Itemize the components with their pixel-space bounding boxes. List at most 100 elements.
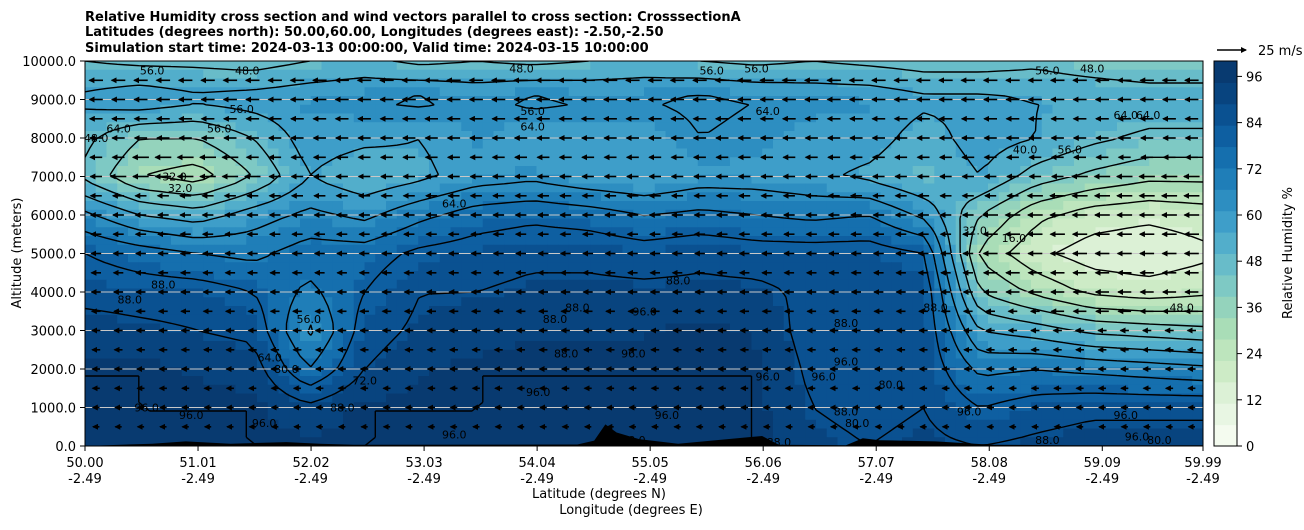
rh-cell: [902, 376, 913, 385]
rh-cell: [590, 157, 601, 166]
rh-cell: [1063, 227, 1074, 236]
rh-cell: [913, 385, 924, 394]
rh-cell: [1171, 157, 1182, 166]
rh-cell: [655, 394, 666, 403]
rh-cell: [709, 324, 720, 333]
rh-cell: [816, 105, 827, 114]
rh-cell: [440, 262, 451, 271]
rh-cell: [193, 332, 204, 341]
rh-cell: [730, 289, 741, 298]
rh-cell: [1128, 166, 1139, 175]
rh-cell: [343, 192, 354, 201]
rh-cell: [483, 105, 494, 114]
rh-cell: [257, 315, 268, 324]
rh-cell: [848, 149, 859, 158]
rh-cell: [214, 219, 225, 228]
rh-cell: [945, 394, 956, 403]
rh-cell: [504, 350, 515, 359]
rh-cell: [150, 157, 161, 166]
rh-cell: [709, 402, 720, 411]
rh-cell: [268, 262, 279, 271]
rh-cell: [773, 157, 784, 166]
rh-cell: [429, 219, 440, 228]
rh-cell: [859, 192, 870, 201]
rh-cell: [859, 105, 870, 114]
rh-cell: [977, 140, 988, 149]
rh-cell: [236, 411, 247, 420]
rh-cell: [236, 420, 247, 429]
rh-cell: [795, 114, 806, 123]
rh-cell: [762, 332, 773, 341]
rh-cell: [526, 280, 537, 289]
rh-cell: [547, 87, 558, 96]
rh-cell: [429, 122, 440, 131]
rh-cell: [300, 105, 311, 114]
rh-cell: [580, 324, 591, 333]
rh-cell: [128, 254, 139, 263]
rh-cell: [870, 254, 881, 263]
rh-cell: [752, 315, 763, 324]
rh-cell: [117, 394, 128, 403]
rh-cell: [1042, 149, 1053, 158]
rh-cell: [236, 140, 247, 149]
rh-cell: [676, 192, 687, 201]
rh-cell: [891, 411, 902, 420]
rh-cell: [257, 376, 268, 385]
rh-cell: [644, 105, 655, 114]
rh-cell: [375, 394, 386, 403]
rh-cell: [236, 122, 247, 131]
rh-cell: [257, 245, 268, 254]
rh-cell: [96, 157, 107, 166]
rh-cell: [182, 350, 193, 359]
rh-cell: [644, 157, 655, 166]
rh-cell: [483, 210, 494, 219]
rh-cell: [1031, 332, 1042, 341]
rh-cell: [719, 219, 730, 228]
rh-cell: [343, 201, 354, 210]
rh-cell: [676, 350, 687, 359]
rh-cell: [332, 341, 343, 350]
rh-cell: [913, 359, 924, 368]
rh-cell: [719, 315, 730, 324]
rh-cell: [332, 254, 343, 263]
rh-cell: [676, 140, 687, 149]
rh-cell: [128, 385, 139, 394]
rh-cell: [203, 149, 214, 158]
rh-cell: [1128, 192, 1139, 201]
rh-cell: [461, 297, 472, 306]
rh-cell: [440, 350, 451, 359]
rh-cell: [580, 385, 591, 394]
rh-cell: [483, 236, 494, 245]
rh-cell: [494, 227, 505, 236]
rh-cell: [214, 262, 225, 271]
rh-cell: [870, 149, 881, 158]
rh-cell: [440, 96, 451, 105]
rh-cell: [924, 157, 935, 166]
rh-cell: [96, 341, 107, 350]
rh-cell: [816, 420, 827, 429]
rh-cell: [171, 376, 182, 385]
rh-cell: [128, 245, 139, 254]
rh-cell: [494, 411, 505, 420]
rh-cell: [1042, 280, 1053, 289]
rh-cell: [1106, 122, 1117, 131]
rh-cell: [1096, 280, 1107, 289]
rh-cell: [1020, 420, 1031, 429]
rh-cell: [827, 429, 838, 438]
rh-cell: [730, 376, 741, 385]
rh-cell: [1010, 105, 1021, 114]
rh-cell: [741, 149, 752, 158]
rh-cell: [289, 105, 300, 114]
rh-cell: [1149, 280, 1160, 289]
rh-cell: [601, 87, 612, 96]
rh-cell: [795, 402, 806, 411]
rh-cell: [698, 429, 709, 438]
rh-cell: [590, 332, 601, 341]
rh-cell: [1031, 166, 1042, 175]
rh-cell: [332, 219, 343, 228]
rh-cell: [515, 350, 526, 359]
rh-cell: [483, 402, 494, 411]
rh-cell: [279, 149, 290, 158]
rh-cell: [881, 96, 892, 105]
rh-cell: [838, 306, 849, 315]
